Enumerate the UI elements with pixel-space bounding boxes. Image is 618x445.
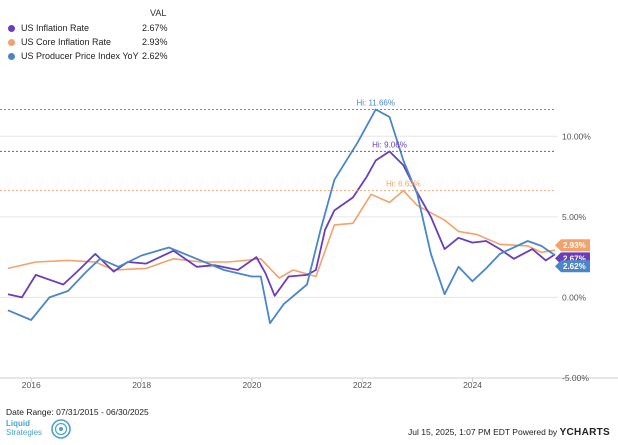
y-tick-label: 10.00% xyxy=(562,131,591,141)
badge-shape xyxy=(555,260,590,273)
badge-label: 2.93% xyxy=(563,241,586,250)
x-axis: 2016 2018 2020 2022 2024 xyxy=(0,377,618,390)
legend-label: US Core Inflation Rate xyxy=(21,37,112,47)
liquid-strategies-logo: Liquid Strategies xyxy=(6,416,72,442)
legend-item-ppi[interactable]: US Producer Price Index YoY 2.62% xyxy=(8,50,168,63)
logo-text: Liquid Strategies xyxy=(6,419,42,437)
chart-annotations: Hi: 9.06% Hi: 6.63% Hi: 11.66% xyxy=(0,99,555,192)
x-tick-label: 2016 xyxy=(22,380,41,390)
x-tick-label: 2022 xyxy=(353,380,372,390)
legend-label: US Producer Price Index YoY xyxy=(21,51,139,61)
high-label: Hi: 6.63% xyxy=(386,180,421,189)
footer-credit: Jul 15, 2025, 1:07 PM EDT Powered by YCH… xyxy=(408,427,610,438)
last-value-badges: 2.67% 2.93% 2.62% xyxy=(555,239,590,273)
logo-circle-icon xyxy=(51,419,71,439)
legend-item-inflation[interactable]: US Inflation Rate 2.67% xyxy=(8,22,168,35)
legend-header: VAL xyxy=(150,8,167,18)
chart-series xyxy=(7,108,556,325)
high-label: Hi: 9.06% xyxy=(372,140,407,149)
y-axis: -5.00% 0.00% 5.00% 10.00% xyxy=(562,131,591,383)
legend-value: 2.93% xyxy=(142,37,168,47)
series-line xyxy=(7,189,556,279)
legend-dot-icon xyxy=(8,24,15,32)
badge-label: 2.62% xyxy=(563,262,586,271)
badge-shape xyxy=(555,239,590,252)
series-line xyxy=(7,150,556,299)
timestamp: Jul 15, 2025, 1:07 PM EDT Powered by xyxy=(408,427,558,437)
logo-text-line-2: Strategies xyxy=(6,428,43,437)
line-chart: 2016 2018 2020 2022 2024 -5.00% 0.00% 5.00% 10.… xyxy=(0,99,618,390)
ycharts-brand[interactable]: YCHARTS xyxy=(559,427,610,438)
last-value-badge: 2.62% xyxy=(555,260,590,273)
chart-grid xyxy=(0,135,558,379)
legend-item-core-inflation[interactable]: US Core Inflation Rate 2.93% xyxy=(8,36,168,49)
date-range: Date Range: 07/31/2015 - 06/30/2025 xyxy=(6,407,149,417)
y-tick-label: -5.00% xyxy=(562,373,589,383)
legend-label: US Inflation Rate xyxy=(21,23,90,33)
y-tick-label: 5.00% xyxy=(562,212,587,222)
logo-text-line-1: Liquid xyxy=(6,419,30,428)
legend-value: 2.67% xyxy=(142,23,168,33)
last-value-badge: 2.93% xyxy=(555,239,590,252)
high-label: Hi: 11.66% xyxy=(356,99,395,108)
x-tick-label: 2018 xyxy=(132,380,151,390)
y-tick-label: 0.00% xyxy=(562,292,587,302)
legend-dot-icon xyxy=(8,38,15,46)
legend-value: 2.62% xyxy=(142,51,168,61)
x-tick-label: 2024 xyxy=(463,380,482,390)
legend-dot-icon xyxy=(8,52,15,60)
series-line xyxy=(7,108,556,325)
badge-label: 2.67% xyxy=(563,254,586,263)
x-tick-label: 2020 xyxy=(242,380,261,390)
